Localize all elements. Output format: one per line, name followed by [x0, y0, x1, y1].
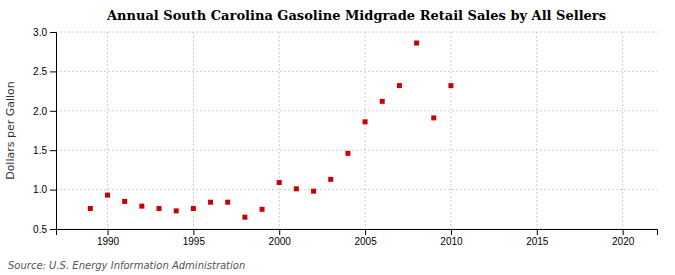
x-axis-tick-label: 2005 [354, 236, 377, 247]
y-axis-tick-mark [50, 71, 56, 72]
chart: 1990 1995 2000 2005 2010 2015 2020 0.5 1.0 1.5 2.0… [0, 0, 675, 275]
x-axis-tick: 1990 [97, 229, 120, 247]
x-axis-tick-label: 1995 [183, 236, 206, 247]
x-axis-tick: 2000 [269, 229, 292, 247]
point [174, 208, 179, 213]
point [277, 180, 282, 185]
y-axis-tick: 0.5 [33, 224, 56, 235]
y-axis-tick: 3.0 [33, 27, 56, 38]
point [122, 199, 127, 204]
y-axis-tick-mark [50, 32, 56, 33]
point [431, 115, 436, 120]
x-axis-tick: 2010 [440, 229, 463, 247]
point [380, 99, 385, 104]
grid-line-x [450, 32, 451, 229]
grid-line-x [107, 32, 108, 229]
x-axis-line [57, 230, 658, 236]
y-axis-tick-label: 2.0 [33, 106, 47, 117]
y-axis-tick-mark [50, 150, 56, 151]
point [328, 177, 333, 182]
grid-line-y [56, 71, 657, 72]
x-axis-tick-label: 2015 [526, 236, 549, 247]
y-axis-title: Dollars per Gallon [4, 81, 17, 180]
x-axis-tick-mark [451, 229, 452, 235]
grid-line-y [56, 110, 657, 111]
x-axis-tick-mark [623, 229, 624, 235]
x-axis-tick-label: 2010 [440, 236, 463, 247]
grid-line-y [56, 150, 657, 151]
y-axis-tick-label: 1.5 [33, 145, 47, 156]
grid-line-x [193, 32, 194, 229]
point [208, 200, 213, 205]
grid-line-y [56, 32, 657, 33]
point [88, 206, 93, 211]
point [448, 83, 453, 88]
x-axis-tick: 2020 [612, 229, 635, 247]
annotation: Source: U.S. Energy Information Administ… [8, 260, 245, 271]
point [397, 83, 402, 88]
y-axis-tick-mark [50, 190, 56, 191]
grid-line-x [365, 32, 366, 229]
x-axis-tick-mark [193, 229, 194, 235]
x-axis-tick-label: 2020 [612, 236, 635, 247]
y-axis-line [50, 33, 57, 230]
point [157, 206, 162, 211]
x-axis-tick: 1995 [183, 229, 206, 247]
y-axis-tick-label: 3.0 [33, 27, 47, 38]
y-axis-tick-label: 0.5 [33, 224, 47, 235]
title: Annual South Carolina Gasoline Midgrade … [106, 8, 606, 23]
x-axis-tick: 2005 [354, 229, 377, 247]
x-axis-tick-label: 2000 [269, 236, 292, 247]
point [191, 206, 196, 211]
x-axis-tick-mark [537, 229, 538, 235]
point [311, 189, 316, 194]
point [294, 186, 299, 191]
plot-area: 1990 1995 2000 2005 2010 2015 2020 0.5 1.0 1.5 2.0… [33, 27, 657, 247]
x-axis-tick-label: 1990 [97, 236, 120, 247]
grid [56, 32, 657, 229]
x-axis-tick-mark [365, 229, 366, 235]
x-axis-tick-mark [279, 229, 280, 235]
grid-line-x [279, 32, 280, 229]
point [363, 119, 368, 124]
y-axis-tick: 1.0 [33, 184, 56, 195]
y-axis-tick: 2.0 [33, 106, 56, 117]
point [345, 151, 350, 156]
x-axis-tick-mark [108, 229, 109, 235]
point [105, 193, 110, 198]
point [242, 215, 247, 220]
points [88, 41, 454, 220]
point [139, 204, 144, 209]
point [260, 207, 265, 212]
y-axis-tick-mark [50, 111, 56, 112]
grid-line-y [56, 189, 657, 190]
y-axis-tick: 2.5 [33, 66, 56, 77]
x-axis: 1990 1995 2000 2005 2010 2015 2020 [57, 229, 658, 247]
point [414, 41, 419, 46]
y-axis-tick-mark [50, 229, 56, 230]
y-axis-tick-label: 1.0 [33, 184, 47, 195]
y-axis: 0.5 1.0 1.5 2.0 2.5 3.0 [33, 27, 56, 235]
point [225, 200, 230, 205]
grid-line-x [622, 32, 623, 229]
y-axis-tick: 1.5 [33, 145, 56, 156]
grid-line-x [536, 32, 537, 229]
x-axis-tick: 2015 [526, 229, 549, 247]
y-axis-tick-label: 2.5 [33, 66, 47, 77]
